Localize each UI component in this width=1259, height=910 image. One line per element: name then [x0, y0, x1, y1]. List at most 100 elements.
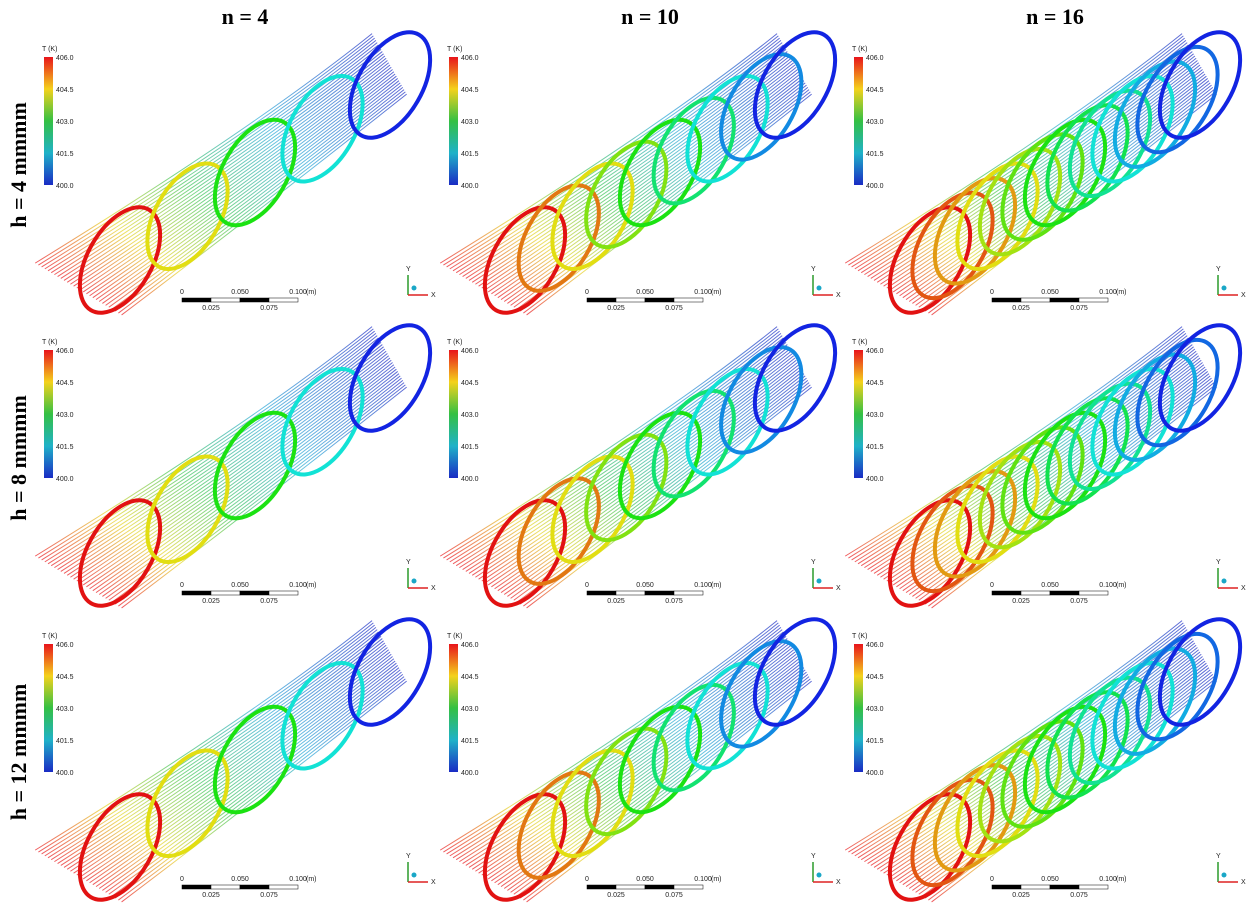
scale-segment [1079, 298, 1108, 302]
colorbar-tick: 401.5 [461, 738, 479, 745]
colorbar [854, 350, 863, 478]
streamline [896, 362, 1202, 586]
colorbar [449, 57, 458, 185]
scale-segment [645, 885, 674, 889]
scale-label: 0.100 [289, 582, 307, 589]
column-header: n = 10 [621, 4, 679, 29]
scale-segment [992, 298, 1021, 302]
axis-label: Y [406, 853, 411, 860]
scale-unit: (m) [306, 876, 317, 883]
colorbar-tick: 404.5 [56, 380, 74, 387]
axis-z [1222, 873, 1227, 878]
scale-label: 0.050 [231, 876, 249, 883]
coil [918, 165, 1031, 297]
scale-label: 0.050 [231, 289, 249, 296]
panel: T (K)406.0404.5403.0401.5400.000.0500.10… [35, 312, 447, 619]
scale-label: 0.100 [1099, 876, 1117, 883]
streamline [491, 69, 797, 293]
scale-label: 0.100 [694, 289, 712, 296]
axis-z [412, 579, 417, 584]
scale-label: 0.025 [607, 892, 625, 899]
scale-label: 0.025 [202, 598, 220, 605]
scale-segment [645, 298, 674, 302]
axis-label: Y [1216, 853, 1221, 860]
streamline [491, 362, 797, 586]
figure: n = 4n = 10n = 16h = 4 mmmmh = 8 mmmmh =… [0, 0, 1259, 910]
coil [963, 428, 1076, 560]
column-header: n = 16 [1026, 4, 1084, 29]
scale-segment [992, 885, 1021, 889]
scale-label: 0.025 [202, 305, 220, 312]
colorbar-tick: 406.0 [461, 642, 479, 649]
streamline [896, 69, 1202, 293]
scale-segment [1021, 885, 1050, 889]
colorbar-tick: 404.5 [56, 674, 74, 681]
scale-label: 0.075 [260, 892, 278, 899]
legend-title: T (K) [447, 633, 462, 640]
colorbar-tick: 406.0 [56, 642, 74, 649]
axis-label: Y [811, 559, 816, 566]
scale-label: 0.075 [1070, 892, 1088, 899]
streamline [488, 654, 796, 879]
coil [705, 334, 818, 466]
scale-segment [1021, 591, 1050, 595]
scale-unit: (m) [711, 582, 722, 589]
coil [705, 41, 818, 173]
scale-segment [1050, 298, 1079, 302]
scale-segment [992, 591, 1021, 595]
axis-z [817, 579, 822, 584]
streamline [83, 360, 391, 585]
scale-segment [182, 885, 211, 889]
colorbar [44, 57, 53, 185]
colorbar-tick: 406.0 [56, 55, 74, 62]
colorbar-tick: 401.5 [461, 444, 479, 451]
scale-label: 0.025 [1012, 892, 1030, 899]
colorbar-tick: 400.0 [461, 476, 479, 483]
scale-segment [1050, 885, 1079, 889]
streamline [83, 654, 391, 879]
scale-label: 0 [585, 289, 589, 296]
scale-label: 0.025 [1012, 305, 1030, 312]
colorbar-tick: 406.0 [461, 348, 479, 355]
scale-label: 0 [990, 582, 994, 589]
scale-label: 0.100 [289, 289, 307, 296]
axis-z [817, 286, 822, 291]
scale-label: 0.075 [1070, 305, 1088, 312]
scale-segment [674, 885, 703, 889]
colorbar [449, 350, 458, 478]
panel: T (K)406.0404.5403.0401.5400.000.0500.10… [35, 606, 447, 910]
colorbar-tick: 406.0 [866, 55, 884, 62]
legend-title: T (K) [42, 339, 57, 346]
panel: T (K)406.0404.5403.0401.5400.000.0500.10… [845, 606, 1257, 910]
scale-segment [587, 591, 616, 595]
scale-label: 0 [180, 876, 184, 883]
axis-label: Y [406, 266, 411, 273]
page: {"columns": ["n = 4", "n = 10", "n = 16"… [0, 0, 1259, 910]
scale-unit: (m) [711, 876, 722, 883]
axis-label: X [1241, 879, 1246, 886]
colorbar-tick: 403.0 [866, 119, 884, 126]
scale-label: 0.100 [1099, 582, 1117, 589]
legend-title: T (K) [852, 633, 867, 640]
colorbar-tick: 404.5 [866, 674, 884, 681]
scale-segment [587, 298, 616, 302]
colorbar-tick: 401.5 [461, 151, 479, 158]
axis-z [412, 873, 417, 878]
scale-label: 0.075 [665, 892, 683, 899]
colorbar-tick: 401.5 [866, 444, 884, 451]
scale-segment [645, 591, 674, 595]
scale-segment [1079, 885, 1108, 889]
coil [918, 458, 1031, 590]
scale-segment [674, 591, 703, 595]
colorbar-tick: 406.0 [56, 348, 74, 355]
scale-label: 0.100 [289, 876, 307, 883]
panel: T (K)406.0404.5403.0401.5400.000.0500.10… [845, 312, 1257, 619]
scale-segment [1079, 591, 1108, 595]
colorbar-tick: 400.0 [866, 770, 884, 777]
panel: T (K)406.0404.5403.0401.5400.000.0500.10… [440, 19, 852, 326]
row-header: h = 8 mmmm [6, 395, 31, 521]
axis-label: X [431, 292, 436, 299]
scale-segment [616, 591, 645, 595]
colorbar-tick: 404.5 [866, 380, 884, 387]
scale-label: 0.025 [1012, 598, 1030, 605]
